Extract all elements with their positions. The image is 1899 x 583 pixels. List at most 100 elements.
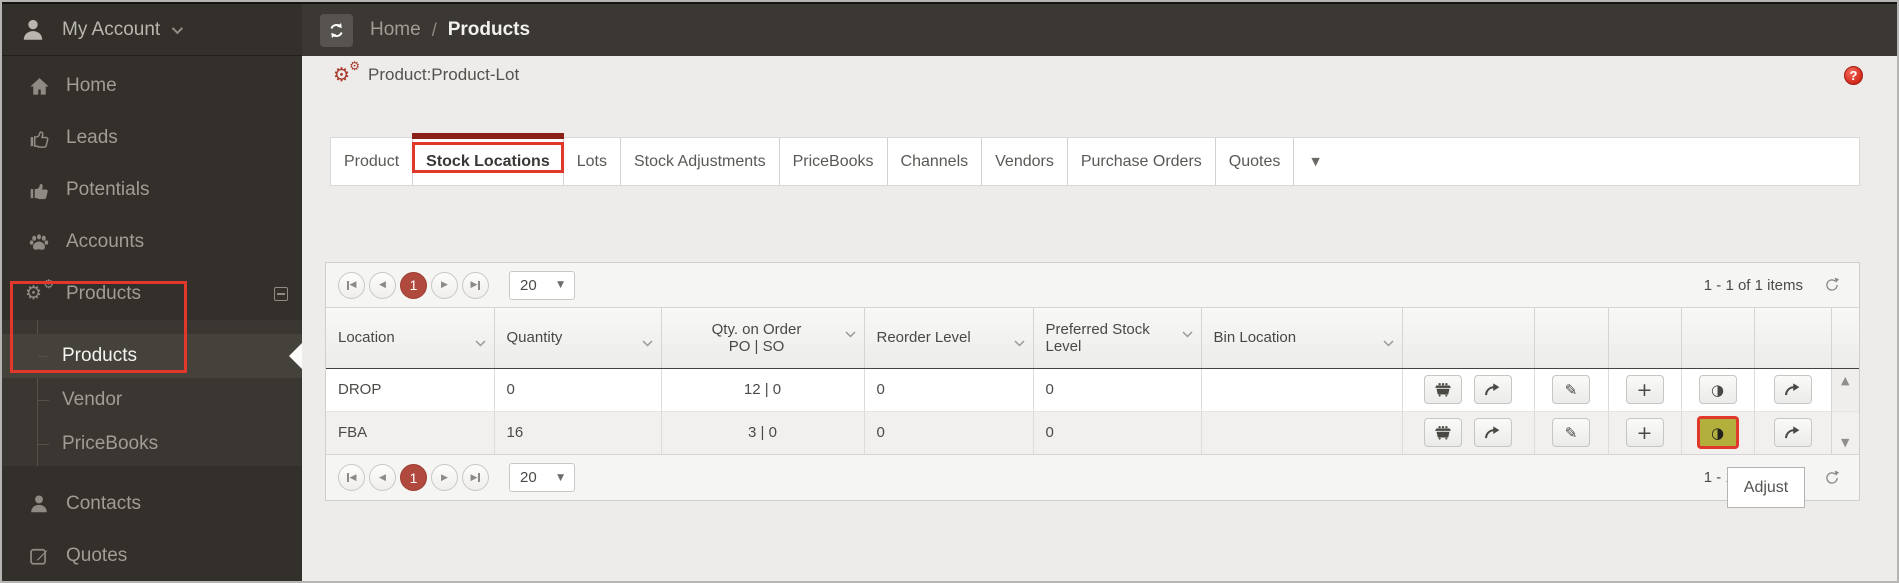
transfer-button[interactable]	[1473, 418, 1512, 448]
sidebar-item-products[interactable]: ⚙ ⚙ Products	[2, 268, 302, 320]
tab-channels[interactable]: Channels	[888, 138, 983, 185]
prev-page-button[interactable]: ◀	[369, 271, 396, 299]
column-header-quantity[interactable]: Quantity	[493, 308, 661, 369]
refresh-icon[interactable]	[1823, 276, 1841, 294]
help-icon[interactable]: ?	[1844, 66, 1863, 85]
last-page-button[interactable]: ▶	[462, 464, 489, 491]
chevron-down-icon	[171, 22, 184, 34]
column-header-bin-location[interactable]: Bin Location	[1200, 308, 1402, 369]
column-header-location[interactable]: Location	[326, 308, 494, 369]
sidebar-item-home[interactable]: Home	[2, 60, 302, 112]
sidebar: My Account Home Leads Potentials	[2, 4, 302, 581]
page-size-select[interactable]: 20 ▼	[509, 463, 575, 492]
tab-bar: Product Stock Locations Lots Stock Adjus…	[330, 133, 1860, 186]
plus-icon: +	[1636, 378, 1653, 401]
tab-stock-adjustments[interactable]: Stock Adjustments	[621, 138, 780, 185]
column-menu-chevron-icon[interactable]	[474, 334, 486, 351]
edit-button[interactable]: ✎	[1552, 375, 1590, 404]
last-page-button[interactable]: ▶	[462, 271, 489, 299]
current-page-button[interactable]: 1	[400, 464, 427, 491]
sidebar-subitem-products[interactable]: Products	[2, 334, 302, 378]
column-menu-chevron-icon[interactable]	[641, 334, 653, 351]
pager-top: ◀ ◀ 1 ▶ ▶ 20 ▼ 1 - 1 of 1 items	[326, 263, 1859, 308]
tab-label: Channels	[900, 152, 969, 170]
transfer-button[interactable]	[1473, 375, 1512, 404]
bin-button[interactable]	[1424, 375, 1463, 404]
tab-stock-locations[interactable]: Stock Locations	[412, 133, 564, 185]
edit-button[interactable]: ✎	[1552, 418, 1590, 448]
next-page-button[interactable]: ▶	[431, 464, 458, 491]
column-menu-chevron-icon[interactable]	[1013, 334, 1025, 351]
triangle-right-icon: ▶	[441, 280, 448, 290]
curved-arrow-icon	[1484, 383, 1501, 396]
tab-label: Lots	[576, 152, 607, 170]
column-menu-chevron-icon[interactable]	[1382, 334, 1394, 351]
tab-vendors[interactable]: Vendors	[982, 138, 1068, 185]
tab-pricebooks[interactable]: PriceBooks	[780, 138, 888, 185]
column-header-qty-on-order[interactable]: Qty. on Order PO | SO	[660, 308, 864, 369]
column-header-reorder-level[interactable]: Reorder Level	[863, 308, 1033, 369]
cell-reorder-level: 0	[863, 368, 1033, 411]
person-icon	[24, 493, 54, 515]
cell-actions: ✎	[1533, 410, 1608, 454]
cell-quantity: 16	[493, 410, 661, 454]
refresh-button[interactable]	[320, 13, 353, 47]
scroll-up-arrow[interactable]: ▲	[1830, 368, 1859, 411]
column-label-line2: PO | SO	[728, 337, 785, 355]
scroll-down-arrow[interactable]: ▼	[1830, 410, 1859, 454]
first-page-button[interactable]: ◀	[338, 464, 365, 491]
pencil-icon: ✎	[1564, 423, 1578, 442]
next-page-button[interactable]: ▶	[431, 271, 458, 299]
column-menu-chevron-icon[interactable]	[1181, 325, 1193, 342]
triangle-right-icon: ▶	[470, 280, 478, 290]
cell-bin-location	[1200, 410, 1402, 454]
caret-down-icon: ▼	[557, 472, 564, 483]
breadcrumb-home-link[interactable]: Home	[370, 19, 421, 40]
first-page-button[interactable]: ◀	[338, 271, 365, 299]
cell-actions	[1753, 410, 1831, 454]
sidebar-subitem-pricebooks[interactable]: PriceBooks	[2, 422, 302, 466]
collapse-minus-icon[interactable]	[274, 287, 288, 301]
sidebar-subitem-vendor[interactable]: Vendor	[2, 378, 302, 422]
page-size-select[interactable]: 20 ▼	[509, 270, 575, 300]
my-account-menu[interactable]: My Account	[2, 4, 302, 56]
adjust-button-highlighted[interactable]: ◑	[1696, 416, 1739, 450]
move-button[interactable]	[1773, 418, 1812, 448]
tab-overflow-button[interactable]: ▼	[1294, 138, 1336, 185]
column-header-actions	[1680, 308, 1754, 369]
triangle-left-icon: ◀	[379, 472, 386, 483]
cell-reorder-level: 0	[863, 410, 1033, 454]
sidebar-item-quotes[interactable]: Quotes	[2, 530, 302, 582]
tab-product[interactable]: Product	[331, 138, 414, 185]
sidebar-item-accounts[interactable]: Accounts	[2, 216, 302, 268]
tab-purchase-orders[interactable]: Purchase Orders	[1068, 138, 1216, 185]
pencil-icon: ✎	[1564, 380, 1578, 399]
bin-button[interactable]	[1424, 418, 1463, 448]
caret-down-icon: ▼	[1311, 155, 1320, 168]
move-button[interactable]	[1773, 375, 1812, 404]
cell-location: FBA	[326, 410, 494, 454]
current-page-button[interactable]: 1	[400, 271, 427, 299]
sidebar-item-label: Home	[66, 75, 117, 96]
sidebar-item-potentials[interactable]: Potentials	[2, 164, 302, 216]
adjust-tooltip: Adjust	[1727, 467, 1805, 508]
curved-arrow-icon	[1784, 383, 1801, 396]
tab-quotes[interactable]: Quotes	[1216, 138, 1295, 185]
sidebar-subitem-label: Vendor	[62, 389, 123, 410]
column-label: Bin Location	[1213, 329, 1297, 347]
tab-lots[interactable]: Lots	[564, 138, 621, 185]
column-header-actions	[1607, 308, 1681, 369]
cell-preferred-stock-level: 0	[1032, 368, 1201, 411]
column-label: Qty. on Order	[711, 320, 802, 338]
column-menu-chevron-icon[interactable]	[844, 325, 856, 342]
tab-label: Vendors	[995, 152, 1054, 170]
adjust-button[interactable]: ◑	[1698, 375, 1737, 404]
tab-label: Product	[344, 152, 400, 170]
sidebar-item-contacts[interactable]: Contacts	[2, 478, 302, 530]
column-header-preferred-stock-level[interactable]: Preferred Stock Level	[1032, 308, 1201, 369]
refresh-icon[interactable]	[1823, 469, 1841, 487]
add-button[interactable]: +	[1625, 418, 1664, 448]
prev-page-button[interactable]: ◀	[369, 464, 396, 491]
add-button[interactable]: +	[1625, 375, 1664, 404]
sidebar-item-leads[interactable]: Leads	[2, 112, 302, 164]
